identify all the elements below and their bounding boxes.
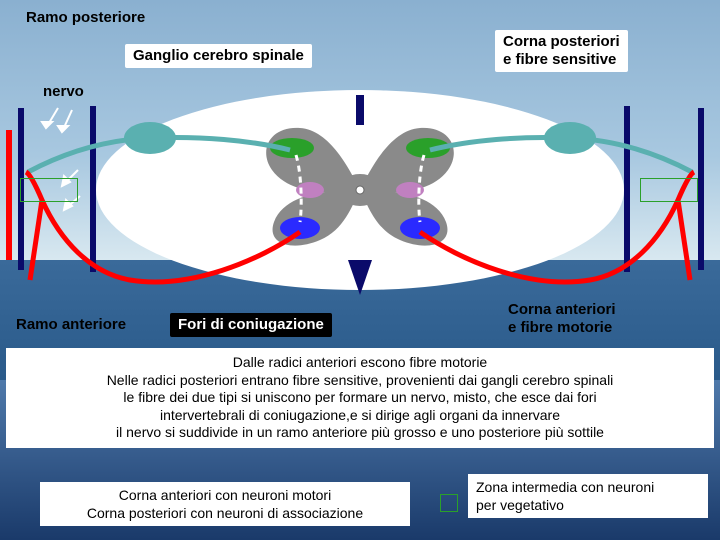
vertebra-bar [698,108,704,270]
ganglion-right [544,122,596,154]
slide: Ramo posteriore Ganglio cerebro spinale … [0,0,720,540]
vertebra-bar [624,106,630,272]
motor-neuron [280,217,320,239]
green-box-legend [440,494,458,512]
main-paragraph: Dalle radici anteriori escono fibre moto… [6,348,714,448]
green-box-left [20,178,78,202]
central-canal [356,186,364,194]
nervo-arrows [42,108,72,132]
green-box-right [640,178,698,202]
bottom-left-text: Corna anteriori con neuroni motori Corna… [40,482,410,526]
corna-ant-label: Corna anteriori e fibre motorie [500,298,624,340]
posterior-septum [356,95,364,125]
ganglion-left [124,122,176,154]
motor-neuron [400,217,440,239]
fori-label: Fori di coniugazione [170,313,332,337]
vertebra-bar [6,130,12,260]
vertebra-bar [90,106,96,272]
spinal-cord-diagram [0,0,720,400]
ramo-anteriore-label: Ramo anteriore [8,313,134,337]
bottom-right-text: Zona intermedia con neuroni per vegetati… [468,474,708,518]
